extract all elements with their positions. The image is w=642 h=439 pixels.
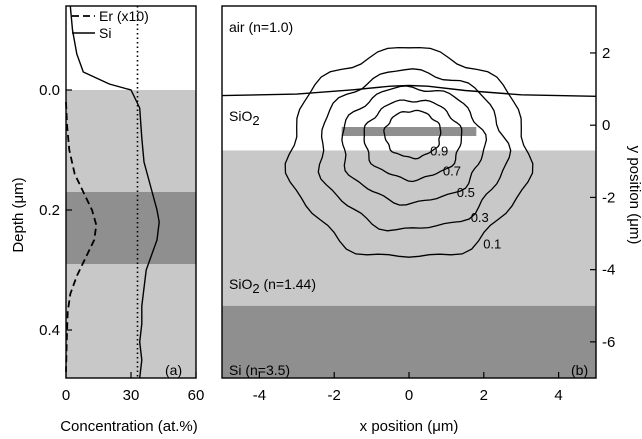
panel-b-label: (b) (571, 362, 588, 378)
legend-si-label: Si (99, 25, 111, 41)
legend-er-label: Er (x10) (99, 8, 149, 24)
panel-a-band-1 (66, 192, 196, 264)
panel-a: 0 30 60 0.0 0.2 0.4 Er (x10) Si (a) Concentra… (10, 5, 204, 435)
panel-b-regions (222, 6, 596, 378)
panel-b-ytick-label: -4 (602, 262, 615, 279)
panel-a-ytick-label: 0.4 (39, 322, 60, 339)
er-profile-line (65, 101, 98, 373)
panel-b-ylabel: y position (μm) (626, 146, 642, 245)
panel-a-xtick-label: 30 (123, 387, 140, 404)
contour-label-0.3: 0.3 (471, 210, 489, 225)
si-profile-line (69, 5, 160, 379)
contour-0.1 (284, 46, 534, 258)
contour-0.5 (341, 85, 488, 206)
label-air: air (n=1.0) (229, 19, 293, 35)
panel-a-ylabel: Depth (μm) (10, 177, 27, 252)
panel-a-band-2 (66, 264, 196, 378)
panel-a-series (65, 5, 160, 379)
panel-b-xtick-label: 0 (405, 387, 413, 404)
panel-a-xlabel: Concentration (at.%) (60, 418, 198, 435)
panel-b-contours: 0.1 0.3 0.5 0.7 0.9 (284, 46, 534, 258)
label-sio2-bottom-rest: (n=1.44) (260, 276, 316, 292)
region-band-1 (222, 96, 596, 151)
label-sio2-top-sub: 2 (252, 113, 259, 128)
panel-b-ticks: -4 -2 0 2 4 -6 -4 -2 0 2 (253, 45, 616, 404)
panel-a-band-0 (66, 90, 196, 192)
panel-b-ytick-label: 2 (602, 45, 610, 62)
panel-b-xtick-label: 2 (480, 387, 488, 404)
panel-b: 0.1 0.3 0.5 0.7 0.9 -4 -2 0 2 4 -6 -4 -2 0 2 air (n=1… (221, 5, 642, 435)
panel-b-ytick-label: -6 (602, 334, 615, 351)
region-band-3 (222, 305, 596, 378)
label-sio2-top-base: SiO (229, 108, 252, 124)
panel-b-xtick-label: 4 (554, 387, 562, 404)
label-sio2-bottom-base: SiO (229, 276, 252, 292)
label-sio2-top: SiO2 (229, 108, 260, 128)
panel-a-ticks: 0 30 60 0.0 0.2 0.4 (39, 82, 204, 404)
label-si: Si (n=3.5) (229, 362, 290, 378)
contour-0.9 (383, 109, 442, 160)
panel-a-xtick-label: 60 (188, 387, 205, 404)
panel-b-ytick-label: 0 (602, 117, 610, 134)
contour-label-0.9: 0.9 (430, 143, 448, 158)
contour-0.7 (363, 99, 463, 183)
contour-label-0.5: 0.5 (457, 185, 475, 200)
panel-a-legend: Er (x10) Si (72, 8, 149, 41)
contour-label-0.1: 0.1 (483, 236, 501, 251)
panel-b-xtick-label: -2 (328, 387, 341, 404)
panel-b-ytick-label: -2 (602, 189, 615, 206)
surface-profile-line (221, 84, 597, 97)
panel-b-xlabel: x position (μm) (360, 418, 459, 435)
panel-a-ytick-label: 0.0 (39, 82, 60, 99)
contour-label-0.7: 0.7 (443, 163, 461, 178)
panel-a-ytick-label: 0.2 (39, 202, 60, 219)
label-sio2-bottom: SiO2 (n=1.44) (229, 276, 316, 296)
label-sio2-bottom-sub: 2 (252, 281, 259, 296)
core-stripe (341, 126, 477, 137)
contour-0.3 (317, 68, 512, 232)
panel-a-label: (a) (165, 362, 182, 378)
panel-a-xtick-label: 0 (62, 387, 70, 404)
region-band-0 (222, 6, 596, 97)
panel-b-xtick-label: -4 (253, 387, 266, 404)
panel-a-bands (66, 90, 196, 378)
